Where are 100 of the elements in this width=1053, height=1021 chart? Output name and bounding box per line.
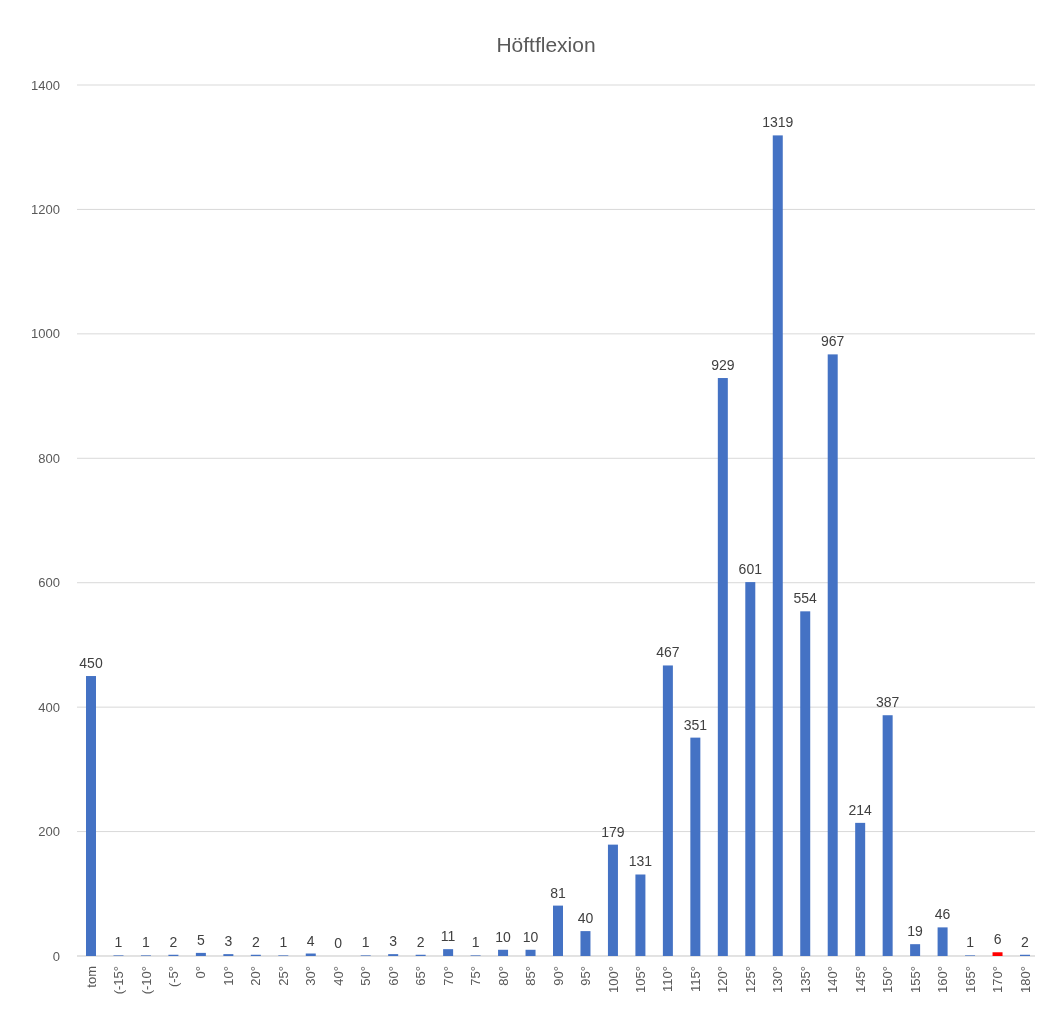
- bar: [635, 874, 646, 956]
- x-tick-label: 60°: [385, 966, 401, 986]
- data-label: 967: [821, 333, 845, 350]
- bar: [937, 927, 948, 956]
- bar: [553, 905, 563, 956]
- x-tick-label: 165°: [962, 966, 978, 993]
- data-label: 81: [550, 884, 566, 901]
- bar: [580, 931, 591, 956]
- data-label: 2: [251, 933, 260, 950]
- x-tick-label: 140°: [825, 966, 841, 993]
- bar: [717, 378, 728, 956]
- bar: [800, 611, 811, 956]
- data-label: 40: [577, 910, 594, 927]
- bar: [827, 354, 838, 956]
- y-tick-label: 0: [52, 948, 60, 964]
- x-tick-label: 160°: [935, 966, 951, 993]
- data-label: 0: [334, 935, 343, 951]
- bar: [855, 822, 866, 956]
- x-tick-label: 95°: [578, 966, 594, 986]
- bar: [745, 582, 756, 956]
- bar: [992, 952, 1003, 956]
- data-label: 214: [848, 801, 873, 818]
- x-tick-label: 100°: [605, 966, 621, 993]
- x-tick-label: 40°: [330, 966, 346, 986]
- x-tick-label: (-15°: [111, 966, 127, 995]
- data-label: 4: [306, 932, 315, 949]
- x-tick-label: 115°: [687, 966, 703, 992]
- x-tick-label: 135°: [797, 966, 813, 993]
- x-tick-label: 180°: [1017, 966, 1033, 993]
- data-label: 601: [738, 561, 763, 578]
- y-tick-label: 1200: [31, 201, 60, 217]
- x-tick-label: tom: [83, 966, 99, 988]
- y-tick-label: 1400: [31, 77, 60, 93]
- x-tick-label: 65°: [413, 966, 429, 986]
- x-tick-label: 80°: [495, 966, 511, 986]
- y-tick-label: 400: [38, 699, 60, 715]
- bar: [498, 949, 509, 956]
- data-label: 387: [875, 694, 900, 711]
- x-tick-label: (-5°: [165, 966, 181, 988]
- data-label: 3: [224, 933, 233, 950]
- bar: [772, 135, 783, 956]
- data-label: 2: [416, 933, 425, 950]
- x-tick-label: 130°: [770, 966, 786, 993]
- x-tick-label: 25°: [275, 966, 291, 986]
- bar: [607, 844, 618, 956]
- bar: [882, 715, 893, 956]
- x-tick-label: 20°: [248, 966, 264, 986]
- y-tick-label: 800: [38, 450, 60, 466]
- bar: [690, 737, 701, 956]
- x-tick-label: 30°: [303, 966, 319, 986]
- data-label: 2: [169, 933, 178, 950]
- x-tick-label: 0°: [193, 966, 209, 979]
- bar: [662, 665, 673, 956]
- x-tick-label: 120°: [715, 966, 731, 993]
- x-tick-label: 125°: [742, 966, 758, 993]
- data-label: 179: [601, 823, 625, 840]
- bar: [525, 949, 536, 956]
- y-tick-label: 200: [38, 824, 60, 840]
- data-label: 10: [495, 928, 512, 945]
- data-label: 2: [1021, 933, 1030, 950]
- x-tick-label: 110°: [660, 966, 676, 992]
- data-label: 1: [279, 934, 288, 951]
- data-label: 1: [142, 934, 151, 951]
- x-tick-label: 10°: [220, 966, 236, 986]
- data-label: 351: [683, 716, 708, 733]
- data-label: 1: [471, 934, 480, 951]
- bar: [86, 676, 96, 956]
- data-label: 19: [907, 923, 924, 940]
- x-tick-label: (-10°: [138, 966, 154, 995]
- data-label: 46: [934, 906, 951, 923]
- data-label: 3: [389, 933, 398, 950]
- bar: [443, 949, 454, 956]
- data-label: 11: [440, 928, 456, 945]
- data-label: 467: [656, 644, 680, 661]
- data-label: 450: [79, 655, 103, 672]
- y-tick-label: 1000: [31, 326, 60, 342]
- data-label: 1319: [762, 114, 794, 131]
- x-tick-label: 70°: [440, 966, 456, 986]
- x-tick-label: 85°: [523, 966, 539, 986]
- x-tick-label: 150°: [880, 966, 896, 993]
- data-label: 929: [711, 357, 735, 374]
- data-label: 554: [793, 590, 818, 607]
- x-tick-label: 155°: [907, 966, 923, 993]
- data-label: 1: [361, 934, 370, 951]
- x-tick-label: 105°: [632, 966, 648, 993]
- data-label: 131: [628, 853, 653, 870]
- y-tick-label: 600: [38, 575, 60, 591]
- x-tick-label: 145°: [852, 966, 868, 993]
- data-label: 6: [993, 931, 1002, 948]
- chart-title: Höftflexion: [496, 33, 596, 56]
- data-label: 1: [114, 934, 123, 951]
- data-label: 5: [196, 931, 205, 948]
- x-tick-label: 50°: [358, 966, 374, 986]
- data-label: 1: [966, 934, 975, 951]
- bar: [910, 944, 921, 956]
- bar: [195, 952, 206, 956]
- data-label: 10: [522, 928, 539, 945]
- x-tick-label: 75°: [468, 966, 484, 986]
- x-tick-label: 170°: [990, 966, 1006, 993]
- x-tick-label: 90°: [550, 966, 566, 986]
